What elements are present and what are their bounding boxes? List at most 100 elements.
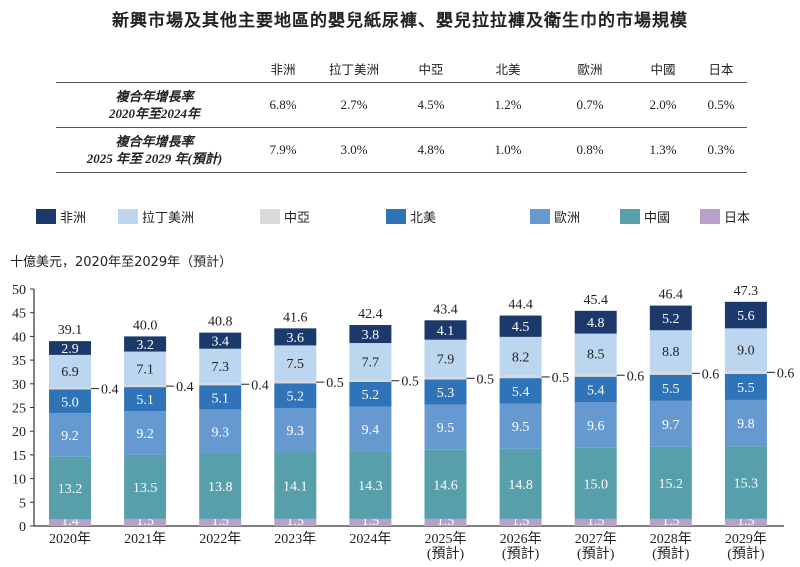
data-label: 15.2 [659, 477, 684, 492]
bar-segment [274, 380, 317, 384]
bar-segment [724, 373, 767, 400]
data-label: 5.0 [61, 395, 79, 410]
bar-segment [199, 453, 242, 519]
bar-segment [274, 407, 317, 453]
data-label: 14.6 [433, 478, 458, 493]
data-label: 8.2 [512, 350, 530, 365]
bar-segment [649, 518, 692, 526]
total-label: 40.0 [133, 318, 158, 333]
data-label: 5.3 [437, 386, 455, 401]
bar-segment [124, 518, 167, 526]
legend-label: 中國 [644, 211, 671, 226]
bar-segment [124, 351, 167, 386]
y-tick-label: 40 [12, 330, 26, 345]
bar-segment [724, 399, 767, 447]
total-label: 45.4 [583, 293, 608, 308]
cell: 1.2% [467, 82, 549, 128]
data-label: 5.6 [737, 309, 755, 324]
legend-swatch [118, 209, 138, 224]
data-label: 9.0 [737, 344, 755, 359]
legend-item: 中亞 [260, 207, 310, 226]
bar-segment [724, 301, 767, 329]
data-label: 5.2 [287, 390, 305, 405]
data-label: 0.4 [101, 383, 119, 398]
data-label: 4.8 [587, 316, 605, 331]
bar-segment [574, 310, 617, 334]
bar-segment [199, 409, 242, 454]
total-label: 43.4 [433, 302, 458, 317]
legend-swatch [260, 209, 280, 224]
col-header: 拉丁美洲 [328, 61, 379, 77]
legend-swatch [620, 209, 640, 224]
x-tick-sublabel: (預計) [727, 546, 765, 562]
y-tick-label: 30 [12, 378, 26, 393]
bar-segment [49, 341, 91, 355]
bar-segment [499, 448, 542, 519]
bar-segment [199, 332, 242, 349]
total-label: 39.1 [58, 323, 83, 338]
bar-segment [724, 446, 767, 519]
bar-segment [724, 518, 767, 526]
y-tick-label: 50 [12, 283, 26, 298]
bar-segment [349, 518, 392, 526]
bar-segment [274, 518, 317, 526]
bar-segment [349, 381, 392, 407]
bar-segment [349, 343, 392, 380]
bar-segment [49, 389, 91, 414]
bar-segment [424, 518, 467, 526]
data-label: 5.2 [362, 388, 380, 403]
table-row: 複合年增長率 2020年至2024年 6.8% 2.7% 4.5% 1.2% 0.… [56, 82, 747, 128]
bar-segment [724, 371, 767, 374]
bar-segment [724, 328, 767, 372]
row-label: 2025 年至 2029 年(預計) [86, 151, 223, 166]
bar-segment [499, 378, 542, 404]
data-label: 9.3 [211, 425, 229, 440]
bar-segment [499, 375, 542, 379]
bar-segment [124, 336, 167, 352]
cell: 0.7% [549, 82, 631, 128]
bar-segment [199, 348, 242, 384]
bar-segment [424, 404, 467, 450]
legend-item: 日本 [700, 207, 750, 226]
bar-segment [124, 454, 167, 519]
x-tick-label: 2025年 [425, 531, 467, 547]
x-tick-label: 2026年 [500, 531, 542, 547]
cell: 1.3% [631, 127, 695, 173]
legend-swatch [530, 209, 550, 224]
legend-item: 拉丁美洲 [118, 207, 194, 226]
legend-swatch [386, 209, 406, 224]
data-label: 0.6 [777, 366, 795, 381]
data-label: 9.6 [587, 419, 605, 434]
data-label: 9.5 [437, 421, 455, 436]
bar-segment [574, 373, 617, 377]
bar-segment [49, 519, 91, 526]
legend-label: 北美 [410, 211, 437, 226]
col-header: 非洲 [270, 61, 296, 77]
total-label: 42.4 [358, 307, 383, 322]
data-label: 0.5 [552, 371, 570, 386]
chart-title: 新興市場及其他主要地區的嬰兒紙尿褲、嬰兒拉拉褲及衛生巾的市場規模 [112, 11, 688, 31]
bar-segment [199, 385, 242, 410]
bar-segment [49, 413, 91, 457]
bar-segment [49, 354, 91, 388]
data-label: 0.5 [401, 375, 419, 390]
data-label: 0.6 [702, 367, 720, 382]
bar-segment [274, 452, 317, 519]
bar-segment [124, 411, 167, 455]
x-tick-label: 2029年 [725, 531, 767, 547]
bar-segment [274, 345, 317, 381]
col-header: 日本 [708, 61, 734, 77]
data-label: 5.2 [662, 312, 680, 327]
bar-segment [124, 385, 167, 388]
bar-segment [124, 387, 167, 412]
legend-item: 歐洲 [530, 207, 580, 226]
data-label: 0.6 [627, 369, 645, 384]
bar-segment [349, 406, 392, 452]
bar-segment [649, 446, 692, 519]
y-tick-label: 15 [12, 449, 26, 464]
legend-label: 非洲 [60, 211, 87, 226]
total-label: 46.4 [659, 288, 684, 303]
cell: 7.9% [253, 127, 313, 173]
legend-label: 拉丁美洲 [142, 211, 195, 226]
